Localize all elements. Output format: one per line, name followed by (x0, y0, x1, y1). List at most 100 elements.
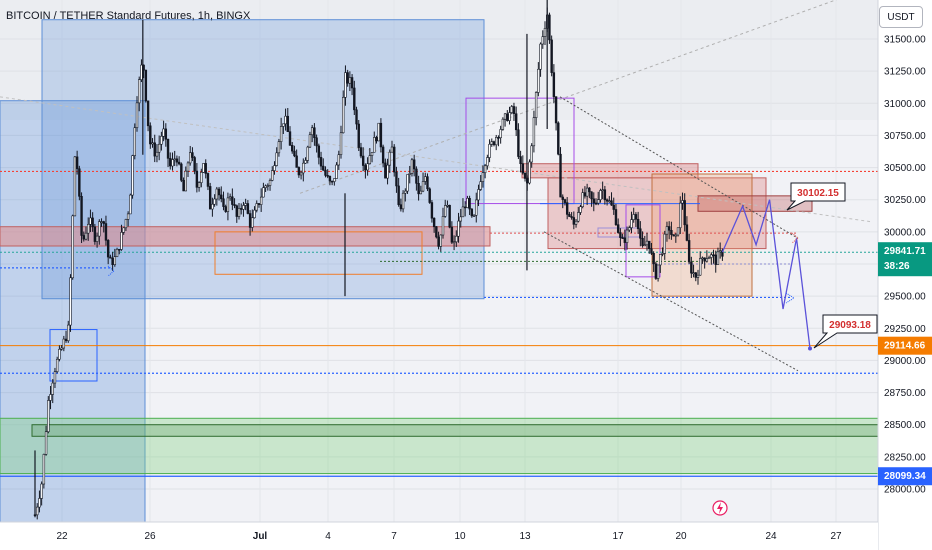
candle-body (594, 202, 598, 205)
candle-body (164, 128, 168, 140)
candle-body (552, 72, 556, 97)
candle-body (519, 156, 522, 165)
candle-body (597, 199, 600, 204)
candle-body (324, 169, 327, 176)
y-tick-label: 29500.00 (884, 292, 926, 303)
candle-body (557, 122, 560, 155)
candle-body (255, 203, 258, 211)
zones (0, 19, 879, 523)
candle-body (344, 72, 347, 98)
y-tick-label: 28500.00 (884, 420, 926, 431)
x-axis[interactable]: 22 26 Jul 4 7 10 13 17 20 24 27 (0, 500, 878, 550)
orange-level-badge-bg (878, 336, 932, 355)
candle-body (568, 214, 571, 217)
candle-body (455, 235, 458, 243)
candle-body (275, 152, 278, 166)
candle-body (64, 338, 68, 342)
candle-body (410, 159, 414, 174)
forecast-path[interactable] (107, 199, 812, 351)
callout-29093-text: 29093.18 (829, 320, 871, 331)
candle-body (222, 198, 225, 207)
candle-body (550, 39, 553, 73)
callout-30102[interactable]: 30102.15 (786, 182, 846, 211)
candle-body (135, 102, 139, 129)
candle-body (189, 152, 192, 164)
candle-body (579, 206, 582, 213)
descending-channel-bottom (543, 231, 799, 372)
callouts[interactable]: 30102.15 29093.18 (786, 182, 878, 349)
y-tick-label: 29000.00 (884, 356, 926, 367)
candle-body (106, 239, 110, 258)
candle-body (339, 132, 343, 156)
candle-body (140, 64, 143, 80)
candle-body (333, 178, 336, 182)
candle-body (180, 163, 183, 181)
candle-body (82, 235, 85, 240)
candle-body (705, 258, 709, 262)
candle-body (242, 205, 245, 210)
blue-zone-consolidation (41, 19, 485, 300)
candle-body (393, 146, 396, 173)
candle-body (337, 154, 340, 166)
candle-body (585, 187, 589, 197)
x-tick-label: 17 (612, 531, 624, 542)
forecast-line[interactable] (721, 199, 811, 349)
candle-body (501, 118, 505, 130)
candle-body (510, 106, 513, 113)
lightning-event-icon[interactable] (712, 500, 728, 516)
candle-body (98, 221, 101, 237)
candle-body (687, 240, 691, 263)
candle-body (153, 142, 156, 157)
candle-body (379, 122, 383, 148)
candle-body (605, 199, 609, 202)
candle-body (93, 226, 97, 242)
x-tick-label: 22 (56, 531, 68, 542)
candle-body (694, 272, 697, 278)
candle-body (417, 183, 420, 195)
candle-body (488, 143, 491, 158)
candle-body (574, 220, 578, 225)
candle-body (91, 217, 94, 228)
candle-body (388, 151, 391, 166)
callout-29093[interactable]: 29093.18 (813, 314, 878, 349)
candle-body (685, 224, 689, 241)
candle-body (359, 147, 363, 157)
candle-body (315, 137, 318, 147)
candle-body (335, 164, 338, 179)
chart-title: BITCOIN / TETHER Standard Futures, 1h, B… (6, 10, 251, 22)
candle-body (592, 198, 595, 204)
candle-body (149, 125, 152, 145)
candle-body (659, 254, 662, 266)
candle-body (166, 138, 170, 159)
x-axis-background (0, 522, 878, 550)
candle-body (253, 209, 256, 219)
candle-body (703, 257, 706, 262)
candle-body (559, 153, 562, 198)
candle-body (665, 226, 669, 235)
candle-body (268, 180, 272, 186)
currency-button[interactable]: USDT (879, 6, 923, 28)
blue-level-badge-text: 28099.34 (884, 471, 926, 482)
y-tick-label: 31250.00 (884, 67, 926, 78)
candle-body (390, 146, 394, 153)
candle-body (563, 199, 567, 203)
candle-body (421, 181, 425, 192)
long-trend-line (299, 0, 838, 194)
candle-body (495, 137, 498, 146)
y-tick-label: 30750.00 (884, 131, 926, 142)
candle-body (667, 226, 671, 231)
orange-box (214, 231, 423, 275)
candle-body (475, 199, 478, 216)
candle-body (599, 190, 602, 200)
candle-body (461, 206, 465, 218)
candle-body (648, 240, 651, 249)
candle-body (173, 158, 176, 161)
candle-body (53, 371, 57, 384)
candle-body (630, 219, 633, 228)
candle-body (690, 261, 693, 274)
candle-body (565, 202, 569, 215)
candle-body (51, 382, 54, 395)
price-badges: 29841.71 38:26 29114.66 28099.34 (878, 242, 932, 486)
